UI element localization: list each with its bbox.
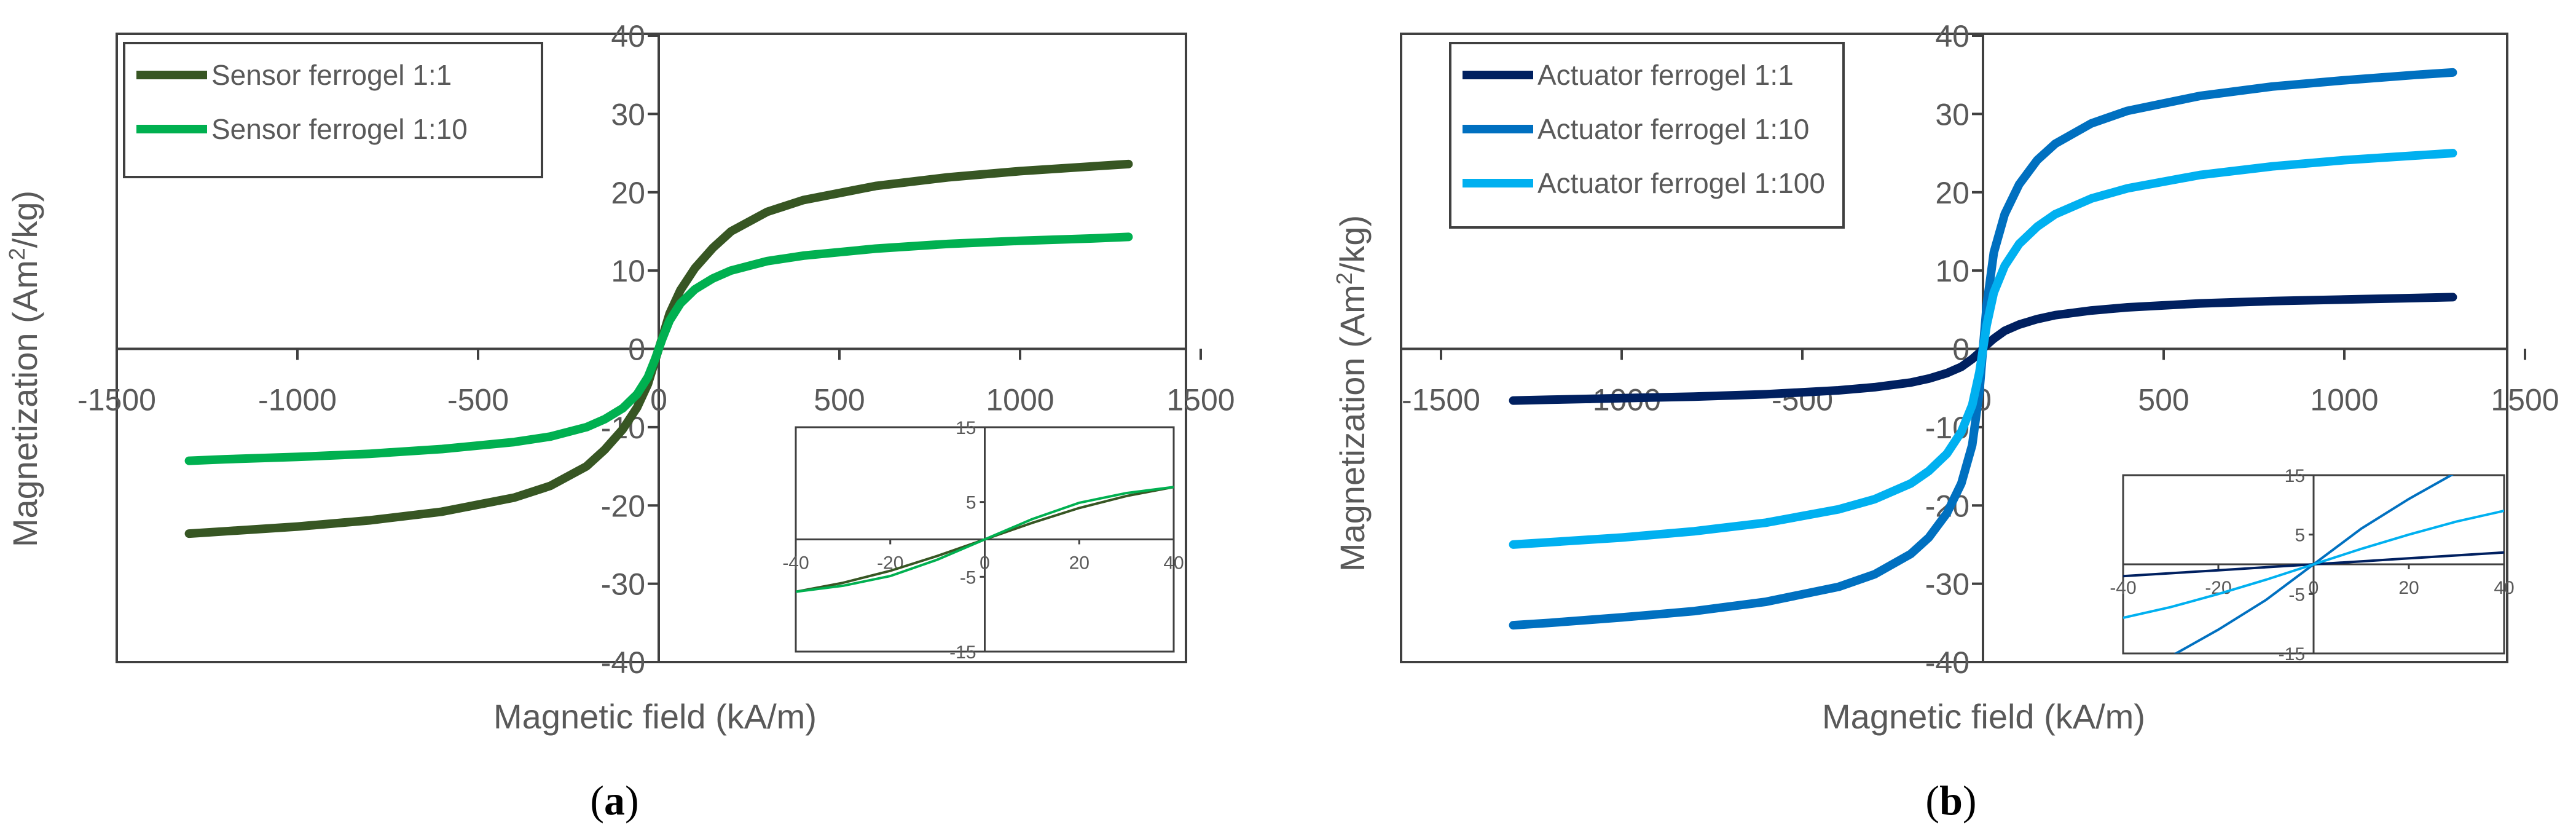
x-axis-title: Magnetic field (kA/m) — [493, 697, 817, 736]
x-tick-label: 1500 — [1166, 383, 1235, 417]
x-tick-label: -1000 — [258, 383, 337, 417]
legend: Actuator ferrogel 1:1 Actuator ferrogel 1… — [1449, 42, 1845, 229]
x-tick-label: 500 — [2138, 383, 2189, 417]
inset-y-tick-label: -15 — [949, 642, 976, 663]
y-axis-title-superscript: 2 — [1332, 272, 1357, 285]
inset-series-line-3 — [2123, 510, 2504, 619]
x-tick-label: -1500 — [77, 383, 156, 417]
y-tick-label: 0 — [628, 333, 645, 367]
chart-panel-a: -1500 -1000 -500 0 500 1000 1500-40-30-20-1001… — [4, 19, 1235, 824]
y-tick-label: 30 — [1935, 97, 1969, 132]
y-tick-label: 40 — [1935, 19, 1969, 53]
x-tick-label: -1500 — [1402, 383, 1480, 417]
x-tick-label: 1000 — [986, 383, 1054, 417]
inset-x-tick-label: 0 — [980, 553, 990, 574]
panel-label-part: ) — [1963, 777, 1977, 824]
y-tick-label: -30 — [1925, 567, 1969, 602]
x-tick-label: 1000 — [2310, 383, 2378, 417]
x-tick-label: 1500 — [2491, 383, 2559, 417]
x-tick-label: 0 — [650, 383, 667, 417]
x-tick-label: 500 — [814, 383, 865, 417]
y-tick-label: 20 — [1935, 176, 1969, 210]
inset-y-tick-label: 5 — [2295, 526, 2305, 546]
inset-x-tick-label: 20 — [2398, 578, 2419, 598]
panel-label-part: ) — [625, 777, 639, 824]
y-tick-label: 10 — [611, 254, 645, 288]
y-tick-label: 30 — [611, 97, 645, 132]
inset-series-line-2 — [796, 486, 1174, 593]
panel-label-part: ( — [1925, 777, 1939, 824]
panel-label: (a) — [590, 777, 638, 824]
y-axis-title: Magnetization (Am2/kg) — [1332, 215, 1372, 572]
y-axis-title-part: /kg) — [1333, 215, 1372, 272]
legend-label: Sensor ferrogel 1:1 — [211, 59, 452, 91]
panel-label-part: a — [604, 777, 625, 824]
y-tick-label: -40 — [1925, 645, 1969, 680]
inset-y-tick-label: -5 — [960, 567, 976, 588]
legend-label: Actuator ferrogel 1:100 — [1537, 167, 1825, 199]
y-tick-label: 10 — [1935, 254, 1969, 288]
inset-x-tick-label: 40 — [1163, 553, 1184, 574]
inset-y-tick-label: -15 — [2279, 644, 2305, 664]
inset-x-tick-label: 40 — [2494, 578, 2514, 598]
x-tick-label: -500 — [447, 383, 509, 417]
y-tick-label: 20 — [611, 176, 645, 210]
inset-y-tick-label: 5 — [966, 493, 976, 513]
y-axis-title-part: /kg) — [6, 191, 44, 248]
legend: Sensor ferrogel 1:1 Sensor ferrogel 1:10 — [123, 42, 543, 178]
series-line-2 — [184, 232, 1133, 465]
inset-y-tick-label: -5 — [2288, 585, 2305, 605]
y-axis-title-part: Magnetization (Am — [6, 260, 44, 547]
inset-x-tick-label: -40 — [2110, 578, 2136, 598]
y-axis-title-superscript: 2 — [4, 248, 29, 260]
chart-panel-b: -1500 -1000 -500 0 500 1000 1500-40-30-20-1001… — [1332, 19, 2559, 824]
inset-x-tick-label: 20 — [1069, 553, 1090, 574]
x-axis-title: Magnetic field (kA/m) — [1822, 697, 2145, 736]
panel-label: (b) — [1925, 777, 1976, 824]
panel-label-part: ( — [590, 777, 604, 824]
legend-label: Actuator ferrogel 1:10 — [1537, 113, 1809, 145]
inset-y-tick-label: 15 — [2285, 466, 2305, 486]
inset-x-tick-label: 0 — [2309, 578, 2319, 598]
series-line-3 — [1509, 149, 2457, 549]
legend-label: Sensor ferrogel 1:10 — [211, 113, 468, 145]
y-axis-title: Magnetization (Am2/kg) — [4, 191, 45, 547]
inset-y-tick-label: 15 — [956, 418, 976, 438]
y-axis-title-part: Magnetization (Am — [1333, 285, 1372, 572]
y-tick-label: 40 — [611, 19, 645, 53]
inset-x-tick-label: -40 — [782, 553, 809, 574]
legend-label: Actuator ferrogel 1:1 — [1537, 59, 1794, 91]
y-tick-label: -30 — [601, 567, 645, 602]
legend-box — [123, 42, 543, 178]
panel-label-part: b — [1939, 777, 1963, 824]
y-tick-label: -20 — [601, 489, 645, 523]
y-tick-label: -40 — [601, 645, 645, 680]
